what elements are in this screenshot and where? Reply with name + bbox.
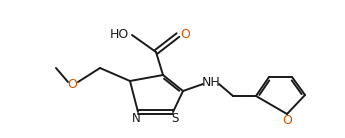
- Text: HO: HO: [109, 29, 129, 42]
- Text: N: N: [132, 112, 140, 125]
- Text: S: S: [171, 112, 179, 125]
- Text: O: O: [180, 29, 190, 42]
- Text: NH: NH: [201, 75, 220, 88]
- Text: O: O: [67, 78, 77, 91]
- Text: O: O: [282, 115, 292, 128]
